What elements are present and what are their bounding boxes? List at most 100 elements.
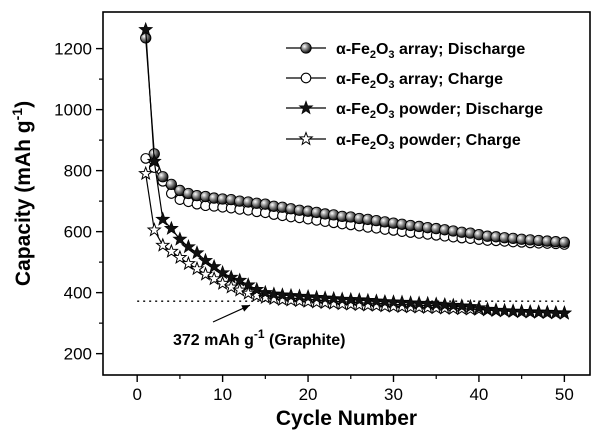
axis-layer: 0 10 20 30 40 50 200 400 600 800 1000 1200 <box>54 40 574 404</box>
annotation-label-end: (Graphite) <box>265 332 346 349</box>
data-point <box>249 281 265 297</box>
data-point <box>403 295 419 310</box>
data-point <box>155 211 171 226</box>
data-point <box>146 222 162 237</box>
series-2 <box>138 21 572 320</box>
legend-label-part: powder; Discharge <box>395 101 544 118</box>
data-point <box>326 295 342 310</box>
data-point <box>206 258 222 274</box>
data-point <box>360 292 376 307</box>
legend-item: α-Fe2O3 powder; Discharge <box>286 100 543 121</box>
annotation-label: 372 mAh g-1 (Graphite) <box>173 327 345 349</box>
data-point <box>215 264 231 280</box>
data-point <box>385 294 401 309</box>
data-point <box>394 294 410 309</box>
data-point <box>138 21 154 37</box>
legend-label-part: 2 <box>370 49 376 61</box>
data-point <box>180 255 196 271</box>
data-point <box>283 287 299 303</box>
data-point <box>300 293 316 308</box>
data-point <box>420 295 436 311</box>
plot-frame <box>102 11 591 376</box>
legend-label: α-Fe2O3 powder; Discharge <box>336 101 543 121</box>
legend-label-part: 2 <box>370 79 376 91</box>
legend-label: α-Fe2O3 array; Charge <box>336 71 503 91</box>
legend-item: α-Fe2O3 array; Charge <box>286 71 503 91</box>
annotation-arrow-head <box>241 305 250 312</box>
legend-label-part: powder; Charge <box>395 132 521 149</box>
legend-label-part: O <box>376 132 388 149</box>
data-point <box>368 293 384 308</box>
data-point <box>180 239 196 254</box>
data-point <box>300 289 316 304</box>
x-tick-label: 10 <box>213 385 232 404</box>
legend-label-part: 3 <box>388 109 394 121</box>
data-point <box>471 300 487 315</box>
legend-label-part: array; Discharge <box>395 41 526 58</box>
data-point <box>479 301 495 316</box>
data-point <box>274 287 290 302</box>
legend-label-part: O <box>376 101 388 118</box>
data-point <box>497 303 513 318</box>
x-tick-label: 30 <box>384 385 403 404</box>
data-point <box>556 305 572 320</box>
series-0 <box>140 32 571 248</box>
data-point <box>140 153 152 164</box>
data-point <box>351 292 367 307</box>
data-point <box>155 237 171 252</box>
data-point <box>343 296 359 311</box>
data-point <box>232 282 248 297</box>
data-point <box>326 290 342 306</box>
x-tick-label: 0 <box>132 385 141 404</box>
data-point <box>454 298 470 313</box>
legend-item: α-Fe2O3 array; Discharge <box>286 41 525 61</box>
legend-swatch-marker <box>300 72 312 84</box>
data-point <box>165 178 178 190</box>
data-point <box>368 297 384 312</box>
data-point <box>558 236 571 248</box>
data-point <box>292 288 308 303</box>
legend-item: α-Fe2O3 powder; Charge <box>286 131 521 152</box>
data-point <box>163 243 179 258</box>
legend-label-part: array; Charge <box>395 71 504 88</box>
annotation-label-sup: -1 <box>254 327 265 341</box>
y-tick-label: 1000 <box>54 101 92 120</box>
data-point <box>223 269 239 284</box>
graphite-annotation: 372 mAh g-1 (Graphite) <box>173 304 345 349</box>
data-point <box>274 291 290 307</box>
legend-swatch-marker <box>300 42 312 54</box>
data-point <box>198 252 214 268</box>
data-point <box>309 289 325 304</box>
legend-label-part: α-Fe <box>336 101 370 118</box>
legend-label-part: α-Fe <box>336 41 370 58</box>
data-point <box>240 285 256 300</box>
data-point <box>232 272 248 287</box>
data-point <box>291 292 308 308</box>
data-point <box>157 171 169 183</box>
legend-label: α-Fe2O3 powder; Charge <box>336 132 521 152</box>
data-point <box>428 296 444 311</box>
legend-swatch-marker <box>298 100 314 115</box>
data-point <box>138 165 154 181</box>
y-axis-title-sup: -1 <box>9 108 25 121</box>
legend-label-part: 3 <box>388 49 394 61</box>
data-point <box>462 298 478 314</box>
data-point <box>172 231 188 246</box>
data-point <box>240 277 256 292</box>
data-point <box>257 284 273 300</box>
y-tick-label: 1200 <box>54 40 92 59</box>
y-tick-label: 600 <box>64 223 92 242</box>
x-axis-title: Cycle Number <box>276 407 417 430</box>
data-point <box>317 290 333 305</box>
y-tick-label: 800 <box>64 162 92 181</box>
data-point <box>172 249 188 264</box>
data-point <box>163 220 179 235</box>
x-tick-label: 50 <box>555 385 574 404</box>
x-tick-label: 20 <box>299 385 318 404</box>
legend-swatch-marker <box>298 131 314 146</box>
data-point <box>189 260 205 276</box>
y-tick-label: 400 <box>64 284 92 303</box>
legend-label-part: 2 <box>370 109 376 121</box>
